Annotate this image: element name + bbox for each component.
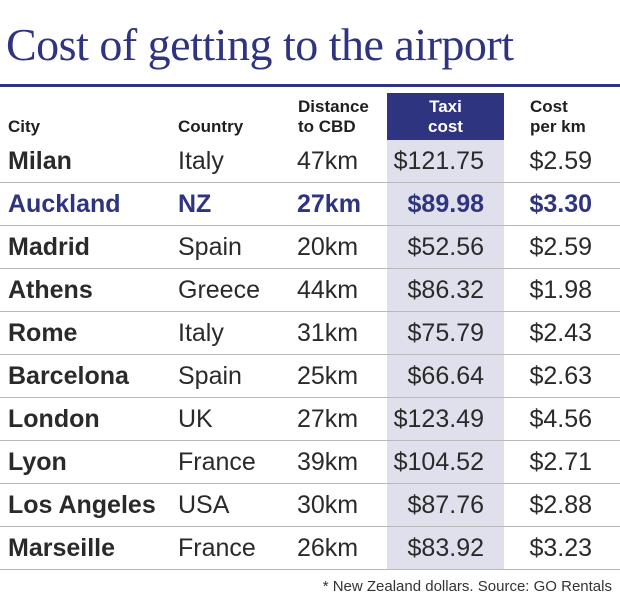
cell-taxi-cost: $121.75 [393, 147, 484, 175]
cell-country: Spain [178, 362, 242, 390]
cell-taxi-cost: $83.92 [407, 534, 484, 562]
row-separator [0, 268, 620, 269]
row-separator [0, 182, 620, 183]
table-row: Lyon France 39km $104.52 $2.71 [0, 441, 620, 483]
cell-cost-per-km: $1.98 [529, 276, 592, 304]
cell-distance: 26km [297, 534, 359, 562]
cell-distance: 47km [297, 147, 359, 175]
cell-taxi-cost: $86.32 [407, 276, 484, 304]
table-row: Auckland NZ 27km $89.98 $3.30 [0, 183, 620, 225]
cell-country: France [178, 534, 256, 562]
row-separator [0, 311, 620, 312]
cell-city: London [8, 405, 100, 433]
cell-distance: 31km [297, 319, 359, 347]
cell-taxi-cost: $52.56 [407, 233, 484, 261]
header-distance-line-1: Distance [298, 97, 369, 116]
cell-city: Auckland [8, 190, 121, 218]
row-separator [0, 225, 620, 226]
table-row: Marseille France 26km $83.92 $3.23 [0, 527, 620, 569]
cell-city: Marseille [8, 534, 116, 562]
cell-city: Lyon [8, 448, 67, 476]
row-separator [0, 397, 620, 398]
cell-distance: 39km [297, 448, 359, 476]
cell-cost-per-km: $4.56 [529, 405, 592, 433]
row-separator [0, 354, 620, 355]
footnote: * New Zealand dollars. Source: GO Rental… [322, 578, 612, 595]
cell-taxi-cost: $75.79 [407, 319, 484, 347]
cell-distance: 27km [297, 190, 361, 218]
header-country: Country [178, 117, 244, 136]
table-row: Madrid Spain 20km $52.56 $2.59 [0, 226, 620, 268]
cell-city: Barcelona [8, 362, 129, 390]
cell-cost-per-km: $3.23 [529, 534, 592, 562]
cell-cost-per-km: $2.59 [529, 233, 592, 261]
chart-title: Cost of getting to the airport [6, 19, 514, 70]
header-per-km-line-1: Cost [530, 97, 568, 116]
cell-distance: 44km [297, 276, 359, 304]
table-row: Los Angeles USA 30km $87.76 $2.88 [0, 484, 620, 526]
header-distance: Distance to CBD [298, 97, 369, 137]
cell-cost-per-km: $2.59 [529, 147, 592, 175]
cell-taxi-cost: $87.76 [407, 491, 484, 519]
cell-cost-per-km: $2.88 [529, 491, 592, 519]
header-city: City [8, 117, 41, 136]
table-row: Rome Italy 31km $75.79 $2.43 [0, 312, 620, 354]
header-per-km: Cost per km [530, 97, 586, 137]
header-taxi: Taxi cost [387, 97, 504, 137]
cell-taxi-cost: $66.64 [407, 362, 484, 390]
cell-city: Rome [8, 319, 78, 347]
cell-city: Milan [8, 147, 72, 175]
cell-city: Los Angeles [8, 491, 156, 519]
cell-taxi-cost: $104.52 [393, 448, 484, 476]
row-separator [0, 526, 620, 527]
cell-distance: 25km [297, 362, 359, 390]
cell-country: NZ [178, 190, 212, 218]
header-distance-line-2: to CBD [298, 117, 356, 136]
header-taxi-line-1: Taxi [429, 97, 462, 116]
table-row: Athens Greece 44km $86.32 $1.98 [0, 269, 620, 311]
taxi-column-band [387, 93, 504, 569]
cell-country: Italy [178, 147, 224, 175]
table-row: Milan Italy 47km $121.75 $2.59 [0, 140, 620, 182]
cell-country: UK [178, 405, 213, 433]
cell-country: Greece [178, 276, 260, 304]
cell-distance: 27km [297, 405, 359, 433]
cell-cost-per-km: $3.30 [529, 190, 592, 218]
title-rule [0, 84, 620, 87]
header-per-km-line-2: per km [530, 117, 586, 136]
table-row: London UK 27km $123.49 $4.56 [0, 398, 620, 440]
cell-city: Madrid [8, 233, 90, 261]
cell-distance: 30km [297, 491, 359, 519]
cell-taxi-cost: $89.98 [407, 190, 484, 218]
header-taxi-line-2: cost [428, 117, 463, 136]
cell-distance: 20km [297, 233, 359, 261]
cell-taxi-cost: $123.49 [393, 405, 484, 433]
row-separator [0, 440, 620, 441]
cell-country: Italy [178, 319, 224, 347]
table-row: Barcelona Spain 25km $66.64 $2.63 [0, 355, 620, 397]
cell-country: France [178, 448, 256, 476]
cell-cost-per-km: $2.71 [529, 448, 592, 476]
row-separator [0, 569, 620, 570]
cell-cost-per-km: $2.63 [529, 362, 592, 390]
cell-city: Athens [8, 276, 93, 304]
taxi-header-background [387, 93, 504, 140]
cell-country: USA [178, 491, 230, 519]
cell-country: Spain [178, 233, 242, 261]
cell-cost-per-km: $2.43 [529, 319, 592, 347]
row-separator [0, 483, 620, 484]
